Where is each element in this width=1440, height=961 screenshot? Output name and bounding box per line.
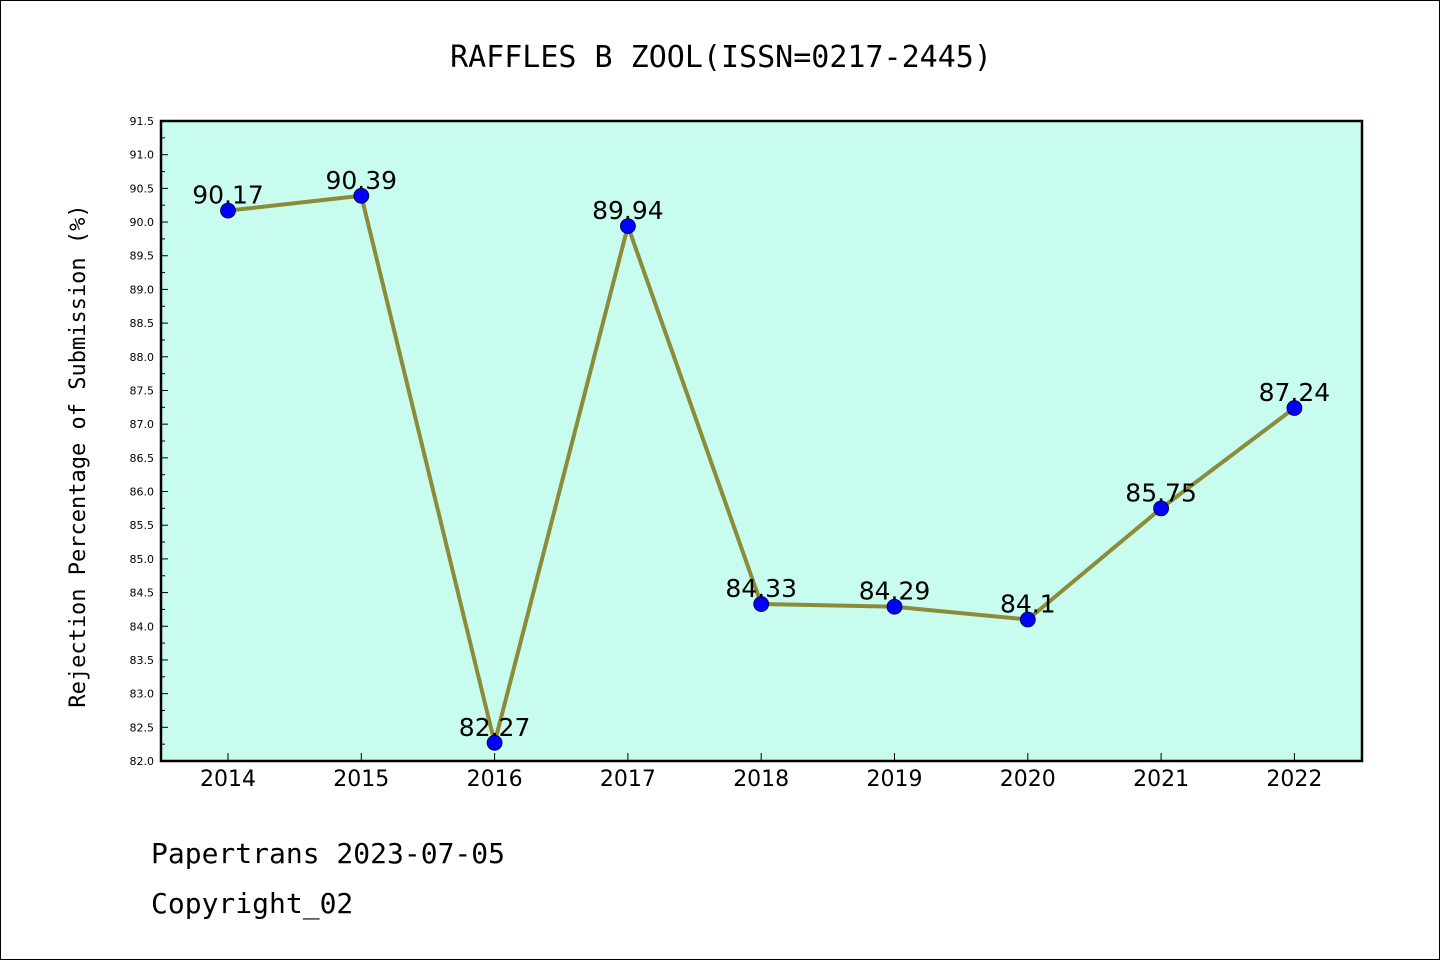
x-tick-label: 2019 (867, 767, 923, 792)
y-tick-label: 83.5 (130, 654, 155, 667)
footer-date: Papertrans 2023-07-05 (151, 837, 506, 870)
data-point (620, 218, 636, 234)
data-label: 84.33 (725, 574, 797, 603)
y-tick-label: 85.0 (130, 553, 155, 566)
data-label: 89.94 (592, 196, 664, 225)
plot-border (159, 119, 1364, 763)
data-point (1153, 500, 1169, 517)
x-tick-label: 2018 (733, 767, 789, 792)
y-tick-label: 82.5 (130, 721, 155, 734)
data-label: 90.17 (192, 181, 264, 210)
x-axis: 2014 2015 2016 2017 2018 2019 2020 2021 2022 (200, 753, 1322, 792)
data-markers (220, 187, 1303, 751)
y-tick-label: 88.0 (130, 351, 155, 364)
data-point (1019, 611, 1036, 628)
x-tick-label: 2014 (200, 767, 256, 792)
y-tick-label: 88.5 (130, 317, 155, 330)
data-label: 87.24 (1259, 378, 1331, 407)
y-tick-label: 84.5 (130, 587, 155, 600)
data-labels: 90.17 90.39 82.27 89.94 84.33 84.29 84.1 85.75 8… (192, 166, 1330, 742)
chart-title: RAFFLES B ZOOL(ISSN=0217-2445) (450, 40, 992, 75)
y-tick-label: 86.5 (130, 452, 155, 465)
y-tick-label: 82.0 (130, 755, 155, 768)
data-point (753, 596, 770, 612)
y-tick-label: 91.0 (130, 149, 155, 162)
data-point (353, 187, 370, 204)
x-tick-label: 2016 (467, 767, 523, 792)
y-tick-label: 85.5 (130, 519, 155, 532)
data-point (886, 598, 903, 615)
y-tick-label: 87.0 (130, 418, 155, 431)
y-axis: 82.0 82.5 83.0 83.5 84.0 84.5 85.0 85.5 86.0 86.5… (130, 115, 168, 768)
x-tick-label: 2022 (1266, 767, 1322, 792)
plot-area (161, 121, 1362, 761)
data-point (1286, 400, 1303, 416)
data-label: 85.75 (1125, 478, 1197, 507)
y-tick-label: 91.5 (130, 115, 155, 128)
y-tick-label: 89.5 (130, 250, 155, 263)
data-label: 84.29 (859, 577, 931, 606)
footer-copyright: Copyright_02 (151, 887, 354, 920)
data-label: 90.39 (326, 166, 398, 195)
y-tick-label: 86.0 (130, 486, 155, 499)
y-tick-label: 90.5 (130, 182, 155, 195)
y-axis-label: Rejection Percentage of Submission (%) (66, 204, 91, 707)
data-point (220, 202, 236, 219)
x-tick-label: 2020 (1000, 767, 1056, 792)
y-tick-label: 84.0 (130, 620, 155, 633)
data-point (486, 734, 503, 751)
data-label: 84.1 (1000, 590, 1056, 619)
x-tick-label: 2021 (1133, 767, 1189, 792)
x-tick-label: 2015 (333, 767, 389, 792)
y-tick-label: 90.0 (130, 216, 155, 229)
y-tick-label: 87.5 (130, 384, 155, 397)
data-label: 82.27 (459, 713, 531, 742)
y-tick-label: 83.0 (130, 688, 155, 701)
x-tick-label: 2017 (600, 767, 656, 792)
y-tick-label: 89.0 (130, 283, 155, 296)
